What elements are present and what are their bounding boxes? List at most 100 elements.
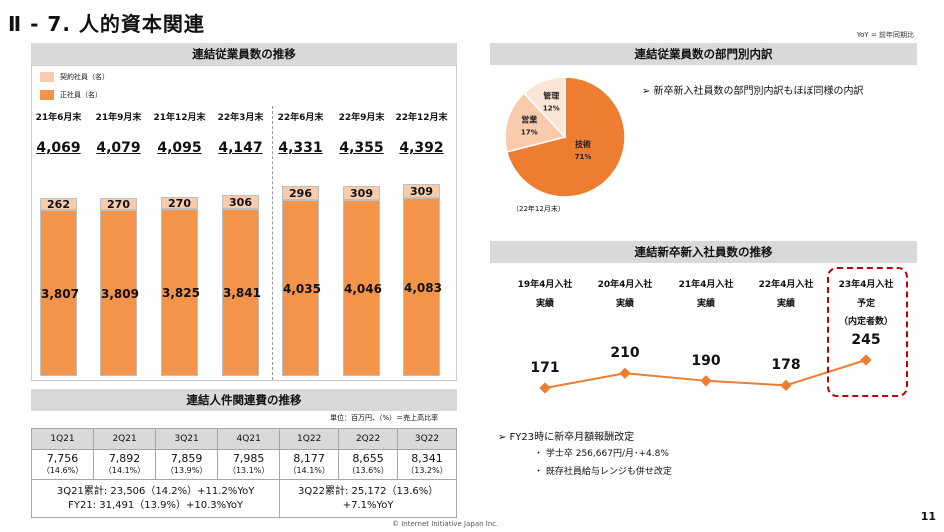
- ng-period-line1-3: 22年4月入社: [758, 280, 814, 290]
- cost-ratio-0: （14.6%）: [41, 465, 84, 475]
- cost-ratio-5: （13.6%）: [347, 465, 389, 475]
- pie-slice-1: [504, 92, 567, 153]
- ng-period-line1-0: 19年4月入社: [517, 280, 573, 290]
- ng-period-line2-4: 予定: [856, 299, 875, 309]
- pie-label-name-0: 技術: [575, 139, 591, 149]
- ng-period-line2-0: 実績: [535, 299, 554, 309]
- quarter-cell-3: 7,985 （13.1%）: [217, 449, 281, 480]
- period-label-2: 21年12月末: [153, 113, 206, 123]
- cost-ratio-3: （13.1%）: [227, 465, 270, 475]
- quarter-header-4: 1Q22: [279, 428, 340, 450]
- period-divider: [272, 106, 273, 380]
- legend-regular-swatch: [40, 90, 54, 100]
- cost-unit-note: 単位：百万円、（%）＝売上高比率: [330, 414, 439, 422]
- legend-contract: 契約社員（名）: [40, 72, 109, 82]
- bar-contract-0: 262: [40, 198, 77, 211]
- ng-period-line1-1: 20年4月入社: [597, 280, 653, 290]
- yoy-note: YoY = 前年同期比: [856, 31, 914, 39]
- ng-period-line1-2: 21年4月入社: [678, 280, 734, 290]
- quarter-header-0: 1Q21: [30, 428, 95, 450]
- quarter-cell-2: 7,859 （13.9%）: [155, 449, 219, 480]
- cost-table: 1Q21 2Q21 3Q21 4Q21 1Q22 2Q22 3Q22 7,756 （14.6%…: [30, 428, 457, 518]
- period-label-4: 22年6月末: [277, 113, 324, 123]
- ng-period-line3-4: （内定者数）: [838, 317, 893, 327]
- quarter-cell-5: 8,655 （13.6%）: [338, 449, 399, 480]
- ng-point-1: [619, 367, 631, 379]
- quarter-cell-4: 8,177 （14.1%）: [279, 449, 340, 480]
- ng-value-2: 190: [691, 352, 721, 369]
- total-label-6: 4,392: [399, 140, 444, 156]
- salary-note-main: ➢ FY23時に新卒月額報酬改定: [498, 432, 635, 443]
- pie-date-note: （22年12月末）: [512, 205, 565, 213]
- ng-value-1: 210: [610, 345, 640, 362]
- ng-period-line2-1: 実績: [615, 299, 634, 309]
- cost-ratio-2: （13.9%）: [165, 465, 208, 475]
- ng-period-line2-2: 実績: [696, 299, 715, 309]
- salary-note-bachelor: ・ 学士卒 256,667円/月･+4.8%: [534, 449, 669, 459]
- total-label-0: 4,069: [36, 140, 81, 156]
- ng-point-3: [780, 379, 792, 392]
- cost-value-4: 8,177: [293, 451, 325, 465]
- legend-contract-label: 契約社員（名）: [60, 73, 109, 81]
- legend-regular: 正社員（名）: [40, 90, 102, 100]
- summary-fy21: 3Q21累計: 23,506（14.2%）+11.2%YoY FY21: 31,…: [30, 479, 281, 518]
- cost-ratio-1: （14.1%）: [103, 465, 146, 475]
- total-label-1: 4,079: [96, 140, 141, 156]
- bar-regular-6: 4,083: [403, 198, 442, 376]
- quarter-cell-6: 8,341 （13.2%）: [397, 449, 457, 480]
- period-label-0: 21年6月末: [35, 113, 82, 123]
- bar-contract-2: 270: [161, 197, 198, 210]
- quarter-cell-1: 7,892 （14.1%）: [93, 449, 157, 480]
- department-pie-chart: 技術 71% 営業 17% 管理 12%: [504, 76, 626, 198]
- bar-contract-1: 270: [100, 198, 137, 211]
- bar-contract-6: 309: [403, 184, 440, 198]
- cost-value-6: 8,341: [411, 451, 443, 465]
- legend-regular-label: 正社員（名）: [60, 91, 102, 99]
- ng-period-line2-3: 実績: [776, 299, 795, 309]
- legend-contract-swatch: [40, 72, 54, 82]
- new-grads-line-chart: [539, 354, 872, 394]
- summary-3q22-yoy: +7.1%YoY: [342, 499, 394, 511]
- bar-regular-4: 4,035: [282, 200, 321, 376]
- period-label-1: 21年9月末: [95, 113, 142, 123]
- summary-3q21: 3Q21累計: 23,506（14.2%）+11.2%YoY: [56, 485, 255, 497]
- pie-label-name-2: 管理: [543, 90, 559, 100]
- quarter-cell-0: 7,756 （14.6%）: [30, 449, 95, 480]
- ng-period-line1-4: 23年4月入社: [838, 280, 894, 290]
- bar-contract-5: 309: [343, 186, 380, 200]
- cost-summary-row: 3Q21累計: 23,506（14.2%）+11.2%YoY FY21: 31,…: [30, 479, 457, 518]
- forecast-highlight-box: [827, 267, 908, 397]
- cost-ratio-6: （13.2%）: [406, 465, 448, 475]
- quarter-header-6: 3Q22: [397, 428, 457, 450]
- pie-slice-2: [522, 76, 566, 139]
- ng-point-2: [700, 375, 712, 387]
- period-label-6: 22年12月末: [395, 113, 448, 123]
- total-label-3: 4,147: [218, 140, 263, 156]
- total-label-4: 4,331: [278, 140, 323, 156]
- cost-value-2: 7,859: [170, 451, 203, 465]
- bar-regular-2: 3,825: [161, 209, 200, 376]
- cost-value-row: 7,756 （14.6%） 7,892 （14.1%） 7,859 （13.9%） 7,98…: [30, 449, 457, 480]
- cost-value-3: 7,985: [232, 451, 265, 465]
- cost-value-1: 7,892: [108, 451, 141, 465]
- cost-header-row: 1Q21 2Q21 3Q21 4Q21 1Q22 2Q22 3Q22: [30, 428, 457, 450]
- ng-point-0: [539, 382, 551, 394]
- page-number: 11: [920, 510, 936, 523]
- total-label-2: 4,095: [157, 140, 202, 156]
- summary-fy21-total: FY21: 31,491（13.9%）+10.3%YoY: [68, 499, 244, 511]
- summary-fy22: 3Q22累計: 25,172（13.6%） +7.1%YoY: [279, 479, 457, 518]
- pie-label-pct-1: 17%: [521, 129, 538, 137]
- pie-label-pct-0: 71%: [575, 153, 592, 161]
- cost-value-5: 8,655: [352, 451, 384, 465]
- period-label-3: 22年3月末: [217, 113, 264, 123]
- quarter-header-5: 2Q22: [338, 428, 399, 450]
- bar-regular-0: 3,807: [40, 210, 79, 376]
- salary-note-range: ・ 既存社員給与レンジも併せ改定: [534, 467, 672, 477]
- pie-label-name-1: 営業: [521, 115, 538, 125]
- cost-value-0: 7,756: [46, 451, 79, 465]
- department-bullet: ➢ 新卒新入社員数の部門別内訳もほぼ同様の内訳: [642, 86, 864, 97]
- bar-regular-3: 3,841: [222, 209, 261, 376]
- cost-ratio-4: （14.1%）: [288, 465, 330, 475]
- page-title: Ⅱ - 7. 人的資本関連: [8, 12, 205, 36]
- headcount-header: 連結従業員数の推移: [31, 43, 457, 65]
